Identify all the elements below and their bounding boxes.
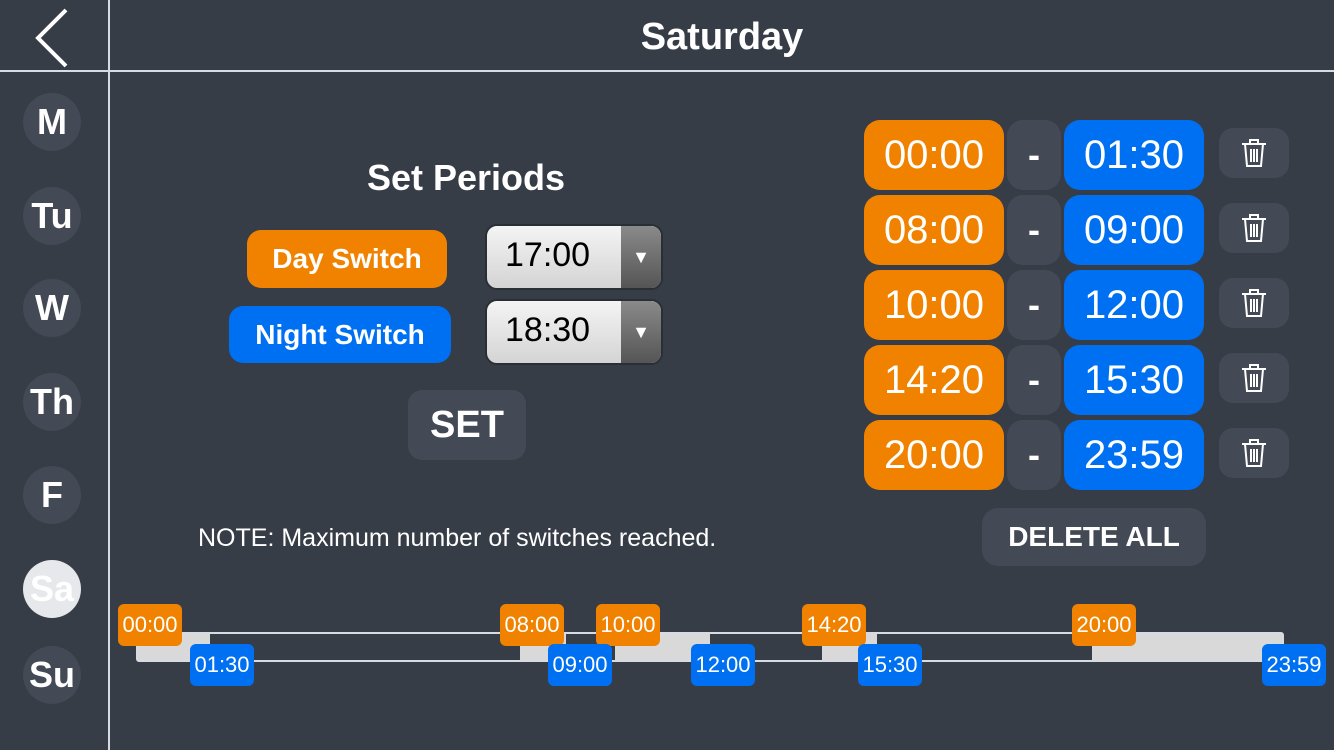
period-separator: - [1007,345,1061,415]
timeline-end-tag: 01:30 [190,644,254,686]
period-start-time[interactable]: 00:00 [864,120,1004,190]
trash-icon [1242,214,1266,242]
period-separator: - [1007,195,1061,265]
timeline-end-tag: 12:00 [691,644,755,686]
chevron-left-icon [35,8,68,68]
delete-period-button[interactable] [1219,203,1289,253]
day-switch-label: Day Switch [247,230,447,288]
timeline-start-tag: 08:00 [500,604,564,646]
day-thursday[interactable]: Th [23,373,81,431]
period-separator: - [1007,270,1061,340]
delete-all-button[interactable]: DELETE ALL [982,508,1206,566]
timeline-end-tag: 15:30 [858,644,922,686]
day-switch-value: 17:00 [505,236,591,274]
night-switch-select[interactable]: 18:30 ▼ [485,299,663,365]
back-button[interactable] [30,8,80,68]
dropdown-arrow-icon: ▼ [621,301,661,363]
timeline-end-tag: 09:00 [548,644,612,686]
timeline-start-tag: 14:20 [802,604,866,646]
period-start-time[interactable]: 08:00 [864,195,1004,265]
trash-icon [1242,364,1266,392]
period-start-time[interactable]: 20:00 [864,420,1004,490]
day-saturday[interactable]: Sa [23,560,81,618]
trash-icon [1242,289,1266,317]
day-sunday[interactable]: Su [23,646,81,704]
note-text: NOTE: Maximum number of switches reached… [198,524,717,552]
delete-period-button[interactable] [1219,278,1289,328]
period-start-time[interactable]: 10:00 [864,270,1004,340]
delete-period-button[interactable] [1219,353,1289,403]
day-wednesday[interactable]: W [23,279,81,337]
timeline-start-tag: 10:00 [596,604,660,646]
day-tuesday[interactable]: Tu [23,187,81,245]
sidebar-divider [108,0,110,750]
delete-period-button[interactable] [1219,128,1289,178]
set-periods-heading: Set Periods [366,157,566,198]
day-monday[interactable]: M [23,93,81,151]
timeline-start-tag: 00:00 [118,604,182,646]
night-switch-label: Night Switch [229,306,451,363]
trash-icon [1242,439,1266,467]
period-end-time[interactable]: 15:30 [1064,345,1204,415]
period-separator: - [1007,120,1061,190]
trash-icon [1242,139,1266,167]
set-button[interactable]: SET [408,390,526,460]
day-friday[interactable]: F [23,466,81,524]
night-switch-value: 18:30 [505,311,591,349]
delete-period-button[interactable] [1219,428,1289,478]
period-start-time[interactable]: 14:20 [864,345,1004,415]
header-bar [0,0,1334,72]
timeline-end-tag: 23:59 [1262,644,1326,686]
day-switch-select[interactable]: 17:00 ▼ [485,224,663,290]
period-separator: - [1007,420,1061,490]
page-title: Saturday [640,16,804,58]
period-end-time[interactable]: 23:59 [1064,420,1204,490]
period-end-time[interactable]: 01:30 [1064,120,1204,190]
period-end-time[interactable]: 09:00 [1064,195,1204,265]
dropdown-arrow-icon: ▼ [621,226,661,288]
period-end-time[interactable]: 12:00 [1064,270,1204,340]
timeline-start-tag: 20:00 [1072,604,1136,646]
